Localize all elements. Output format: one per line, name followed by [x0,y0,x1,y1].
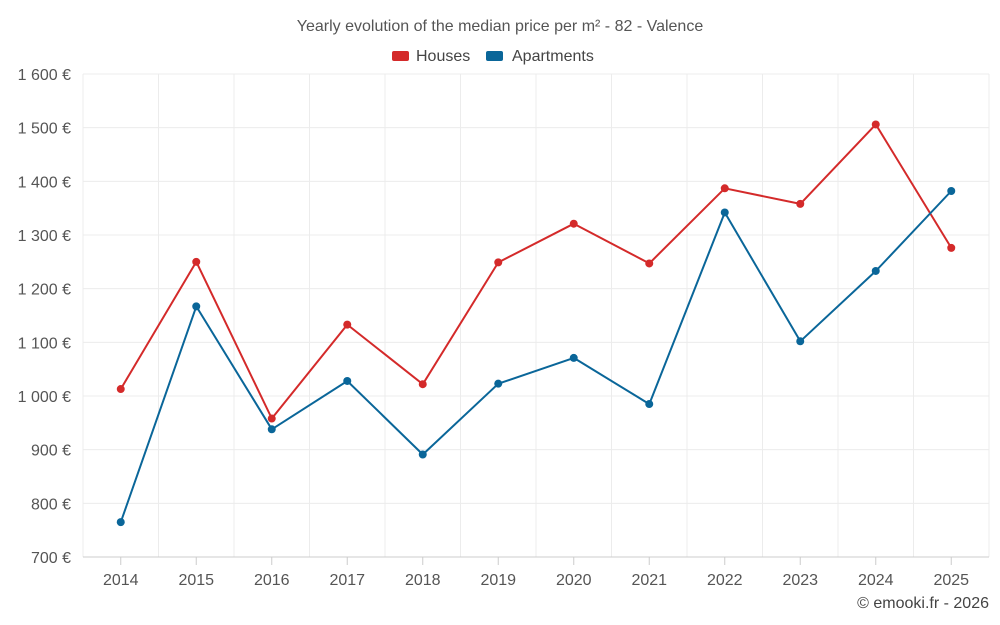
data-point-houses[interactable] [947,243,956,252]
chart-credit: © emooki.fr - 2026 [857,595,989,612]
x-tick-label: 2018 [405,572,441,589]
data-point-houses[interactable] [343,320,352,329]
y-tick-label: 800 € [31,496,71,513]
x-tick-label: 2020 [556,572,592,589]
grid [82,73,990,557]
data-point-apartments[interactable] [494,379,503,388]
data-point-apartments[interactable] [569,353,578,362]
data-point-houses[interactable] [418,380,427,389]
x-tick-label: 2014 [103,572,139,589]
data-point-houses[interactable] [192,257,201,266]
y-tick-label: 700 € [31,550,71,567]
chart-title: Yearly evolution of the median price per… [297,18,704,35]
data-point-apartments[interactable] [267,425,276,434]
data-point-apartments[interactable] [418,450,427,459]
data-point-apartments[interactable] [796,337,805,346]
legend-swatch-apartments [486,51,503,61]
x-tick-label: 2017 [329,572,365,589]
data-point-houses[interactable] [569,219,578,228]
legend-label-houses: Houses [416,48,470,65]
y-tick-label: 1 300 € [18,228,71,245]
y-tick-label: 1 600 € [18,67,71,84]
y-tick-label: 1 200 € [18,282,71,299]
data-point-houses[interactable] [267,414,276,423]
data-point-houses[interactable] [720,184,729,193]
data-point-apartments[interactable] [871,266,880,275]
data-point-houses[interactable] [796,199,805,208]
x-tick-label: 2025 [933,572,969,589]
series-layer [116,120,956,527]
x-tick-label: 2019 [480,572,516,589]
y-tick-label: 1 500 € [18,121,71,138]
legend-swatch-houses [392,51,409,61]
data-point-apartments[interactable] [947,186,956,195]
x-tick-label: 2022 [707,572,743,589]
y-tick-label: 1 100 € [18,335,71,352]
data-point-houses[interactable] [494,258,503,267]
x-tick-label: 2023 [782,572,818,589]
data-point-apartments[interactable] [645,400,654,409]
data-point-apartments[interactable] [720,208,729,217]
data-point-houses[interactable] [645,259,654,268]
data-point-houses[interactable] [116,385,125,394]
series-line-apartments [119,190,953,524]
y-tick-label: 1 400 € [18,174,71,191]
y-tick-label: 900 € [31,443,71,460]
series-line-houses [119,123,953,420]
data-point-houses[interactable] [871,120,880,129]
data-point-apartments[interactable] [192,302,201,311]
x-tick-label: 2015 [178,572,214,589]
x-tick-label: 2024 [858,572,894,589]
x-tick-label: 2016 [254,572,290,589]
data-point-apartments[interactable] [343,376,352,385]
legend-label-apartments: Apartments [512,48,594,65]
x-tick-label: 2021 [631,572,667,589]
data-point-apartments[interactable] [116,518,125,527]
axes: 700 € 800 € 900 € 1 000 € 1 100 € 1 200 € 1 30… [18,67,989,589]
y-tick-label: 1 000 € [18,389,71,406]
legend: Houses Apartments [392,48,594,65]
